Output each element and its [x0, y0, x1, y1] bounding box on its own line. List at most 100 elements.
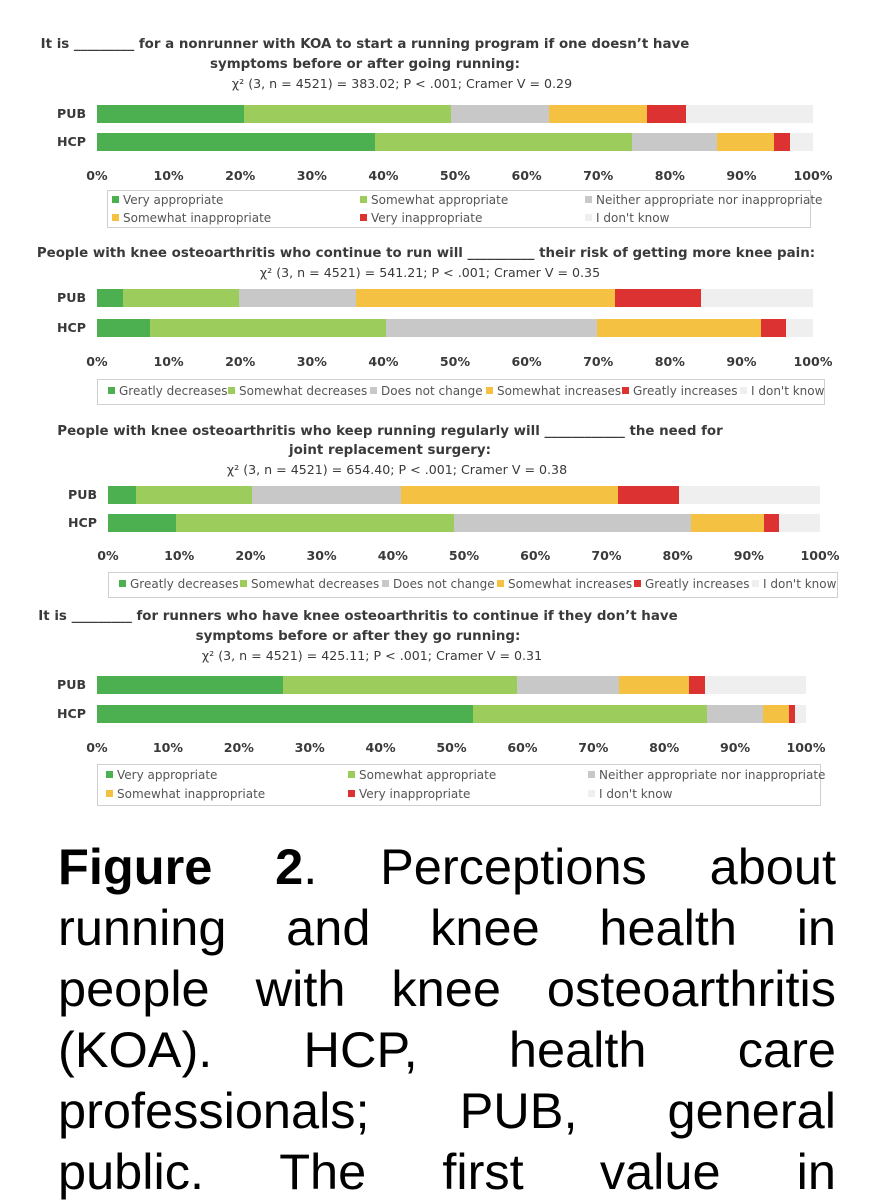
chart-statistic: χ² (3, n = 4521) = 654.40; P < .001; Cra… [226, 462, 568, 477]
bar-segment [97, 289, 124, 307]
bar-segment [108, 514, 177, 532]
bar-segment [646, 105, 687, 123]
bar-segment [282, 676, 518, 694]
x-tick-label: 20% [225, 168, 256, 183]
bar-segment [374, 133, 633, 151]
bar-segment [615, 289, 702, 307]
bar-segment [251, 486, 402, 504]
legend-label: Very appropriate [117, 768, 218, 782]
x-tick-label: 80% [654, 168, 685, 183]
bar-segment [679, 486, 821, 504]
legend-item: Somewhat increases [497, 577, 632, 591]
legend-label: Somewhat inappropriate [117, 787, 266, 801]
x-tick-label: 10% [153, 354, 184, 369]
x-tick-label: 70% [583, 168, 614, 183]
x-tick-label: 0% [86, 740, 108, 755]
chart-title: symptoms before or after they go running… [195, 629, 521, 644]
caption-line: (KOA). HCP, health care [58, 1021, 836, 1078]
bar-segment [762, 705, 790, 723]
chart-title: People with knee osteoarthritis who cont… [36, 246, 816, 261]
legend-label: Somewhat decreases [251, 577, 380, 591]
x-tick-label: 80% [654, 354, 685, 369]
legend-label: Greatly increases [633, 384, 738, 398]
bar-segment [454, 514, 692, 532]
x-tick-label: 90% [726, 354, 757, 369]
legend-item: Neither appropriate nor inappropriate [585, 193, 822, 207]
x-tick-label: 60% [507, 740, 538, 755]
bar-segment [691, 514, 765, 532]
bar-segment [516, 676, 620, 694]
bar-segment [356, 289, 616, 307]
legend-swatch [497, 580, 504, 587]
row-label-hcp: HCP [68, 515, 98, 530]
chart-title: People with knee osteoarthritis who keep… [57, 424, 723, 439]
x-tick-label: 40% [368, 168, 399, 183]
x-tick-label: 40% [365, 740, 396, 755]
legend-label: Somewhat inappropriate [123, 211, 272, 225]
legend-item: Somewhat inappropriate [106, 787, 265, 801]
legend-label: Somewhat increases [508, 577, 633, 591]
caption-line: professionals; PUB, general [58, 1082, 836, 1139]
legend-swatch [108, 387, 115, 394]
bar-segment [97, 133, 376, 151]
x-tick-label: 90% [733, 548, 764, 563]
legend-swatch [634, 580, 641, 587]
bar-segment [401, 486, 619, 504]
legend-label: Very appropriate [123, 193, 224, 207]
legend-item: Somewhat increases [486, 384, 621, 398]
bar-segment [794, 705, 807, 723]
legend-swatch [585, 214, 592, 221]
legend-label: Greatly increases [645, 577, 750, 591]
x-tick-label: 100% [793, 354, 833, 369]
x-tick-label: 10% [164, 548, 195, 563]
legend-item: Somewhat appropriate [348, 768, 496, 782]
legend-item: Greatly increases [622, 384, 738, 398]
x-tick-label: 20% [235, 548, 266, 563]
bar-segment [176, 514, 455, 532]
legend-swatch [588, 790, 595, 797]
x-tick-label: 100% [793, 168, 833, 183]
legend-item: Somewhat appropriate [360, 193, 508, 207]
row-label-hcp: HCP [57, 706, 87, 721]
legend-swatch [382, 580, 389, 587]
legend-item: Very inappropriate [348, 787, 470, 801]
caption-line: public. The first value in [58, 1143, 836, 1200]
row-label-hcp: HCP [57, 134, 87, 149]
x-tick-label: 50% [436, 740, 467, 755]
chart-legend [97, 764, 821, 806]
chart-title: joint replacement surgery: [289, 443, 491, 458]
x-tick-label: 80% [662, 548, 693, 563]
caption-line: running and knee health in [58, 899, 836, 956]
figure-caption: Figure 2. Perceptions about running and … [58, 836, 836, 1202]
legend-item: I don't know [585, 211, 669, 225]
legend-swatch [106, 790, 113, 797]
x-tick-label: 0% [86, 168, 108, 183]
legend-label: I don't know [751, 384, 825, 398]
x-tick-label: 90% [720, 740, 751, 755]
legend-swatch [348, 771, 355, 778]
bar-segment [108, 486, 137, 504]
bar-segment [785, 319, 814, 337]
legend-label: Somewhat appropriate [359, 768, 497, 782]
x-tick-label: 20% [223, 740, 254, 755]
legend-swatch [112, 214, 119, 221]
legend-swatch [588, 771, 595, 778]
bar-segment [704, 676, 807, 694]
x-tick-label: 80% [649, 740, 680, 755]
legend-item: I don't know [740, 384, 824, 398]
legend-item: Somewhat inappropriate [112, 211, 271, 225]
bar-segment [149, 319, 387, 337]
legend-label: Somewhat decreases [239, 384, 368, 398]
x-tick-label: 30% [296, 354, 327, 369]
legend-swatch [622, 387, 629, 394]
legend-swatch [112, 196, 119, 203]
x-tick-label: 60% [511, 168, 542, 183]
legend-label: Greatly decreases [130, 577, 239, 591]
bar-segment [597, 319, 762, 337]
chart-title: It is _________ for runners who have kne… [38, 609, 678, 624]
x-tick-label: 30% [294, 740, 325, 755]
bar-segment [97, 705, 474, 723]
bar-segment [97, 676, 284, 694]
legend-label: I don't know [596, 211, 670, 225]
bar-segment [135, 486, 253, 504]
